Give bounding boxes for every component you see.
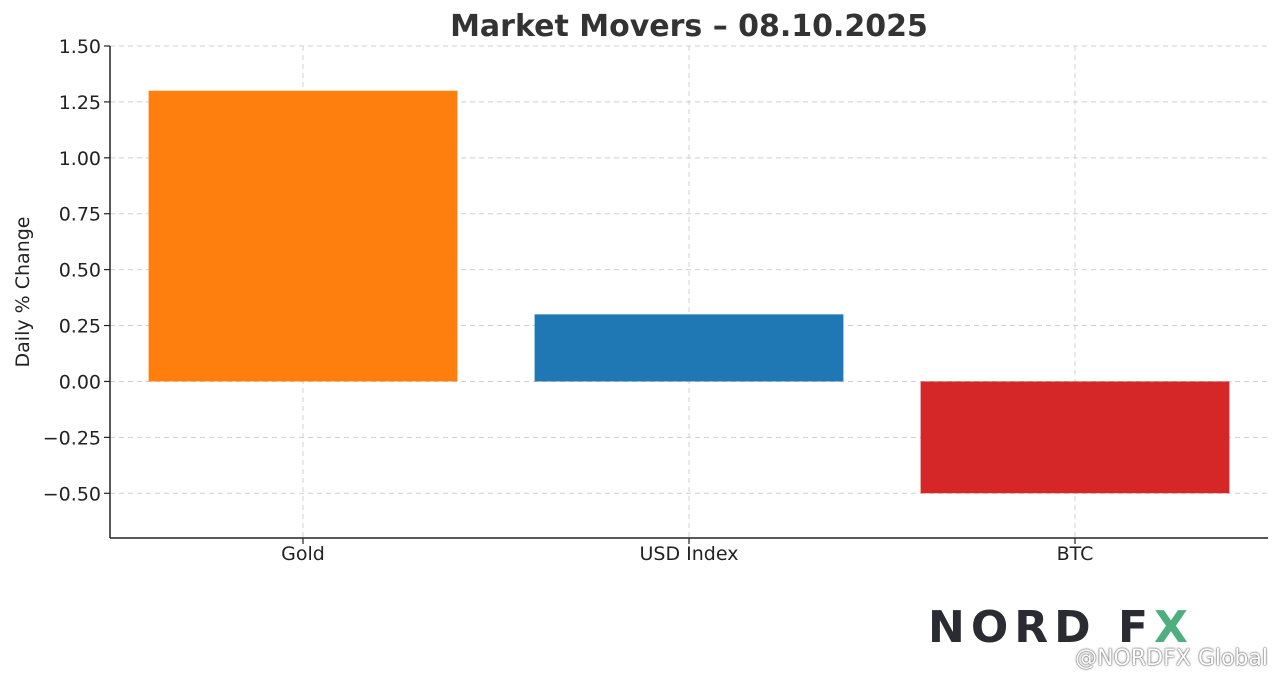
y-tick-label: 1.50: [59, 36, 101, 58]
x-ticks: Gold USD Index BTC: [281, 538, 1093, 565]
y-axis-label: Daily % Change: [12, 217, 34, 368]
y-ticks: 1.50 1.25 1.00 0.75 0.50 0.25 0.00 −0.25 −0.50: [43, 36, 110, 505]
x-tick-label: Gold: [281, 543, 325, 565]
chart-title: Market Movers – 08.10.2025: [450, 9, 928, 44]
bar-gold: [148, 90, 458, 382]
bar-usd-index: [534, 314, 844, 382]
y-tick-label: 0.75: [59, 204, 101, 226]
bars: [148, 90, 1230, 494]
y-tick-label: 1.00: [59, 148, 101, 170]
y-tick-label: 0.25: [59, 316, 101, 338]
y-tick-label: 0.00: [59, 371, 101, 393]
watermark-text: @NORDFX Global: [1075, 646, 1268, 671]
x-tick-label: USD Index: [640, 543, 739, 565]
y-tick-label: 0.50: [59, 260, 101, 282]
y-tick-label: −0.25: [43, 427, 101, 449]
y-tick-label: 1.25: [59, 92, 101, 114]
logo-text: NORD FX: [928, 602, 1194, 653]
y-tick-label: −0.50: [43, 483, 101, 505]
watermark: @NORDFX Global: [1075, 646, 1268, 671]
nordfx-logo: NORD FX: [928, 602, 1194, 653]
x-tick-label: BTC: [1057, 543, 1094, 565]
bar-btc: [920, 381, 1230, 494]
